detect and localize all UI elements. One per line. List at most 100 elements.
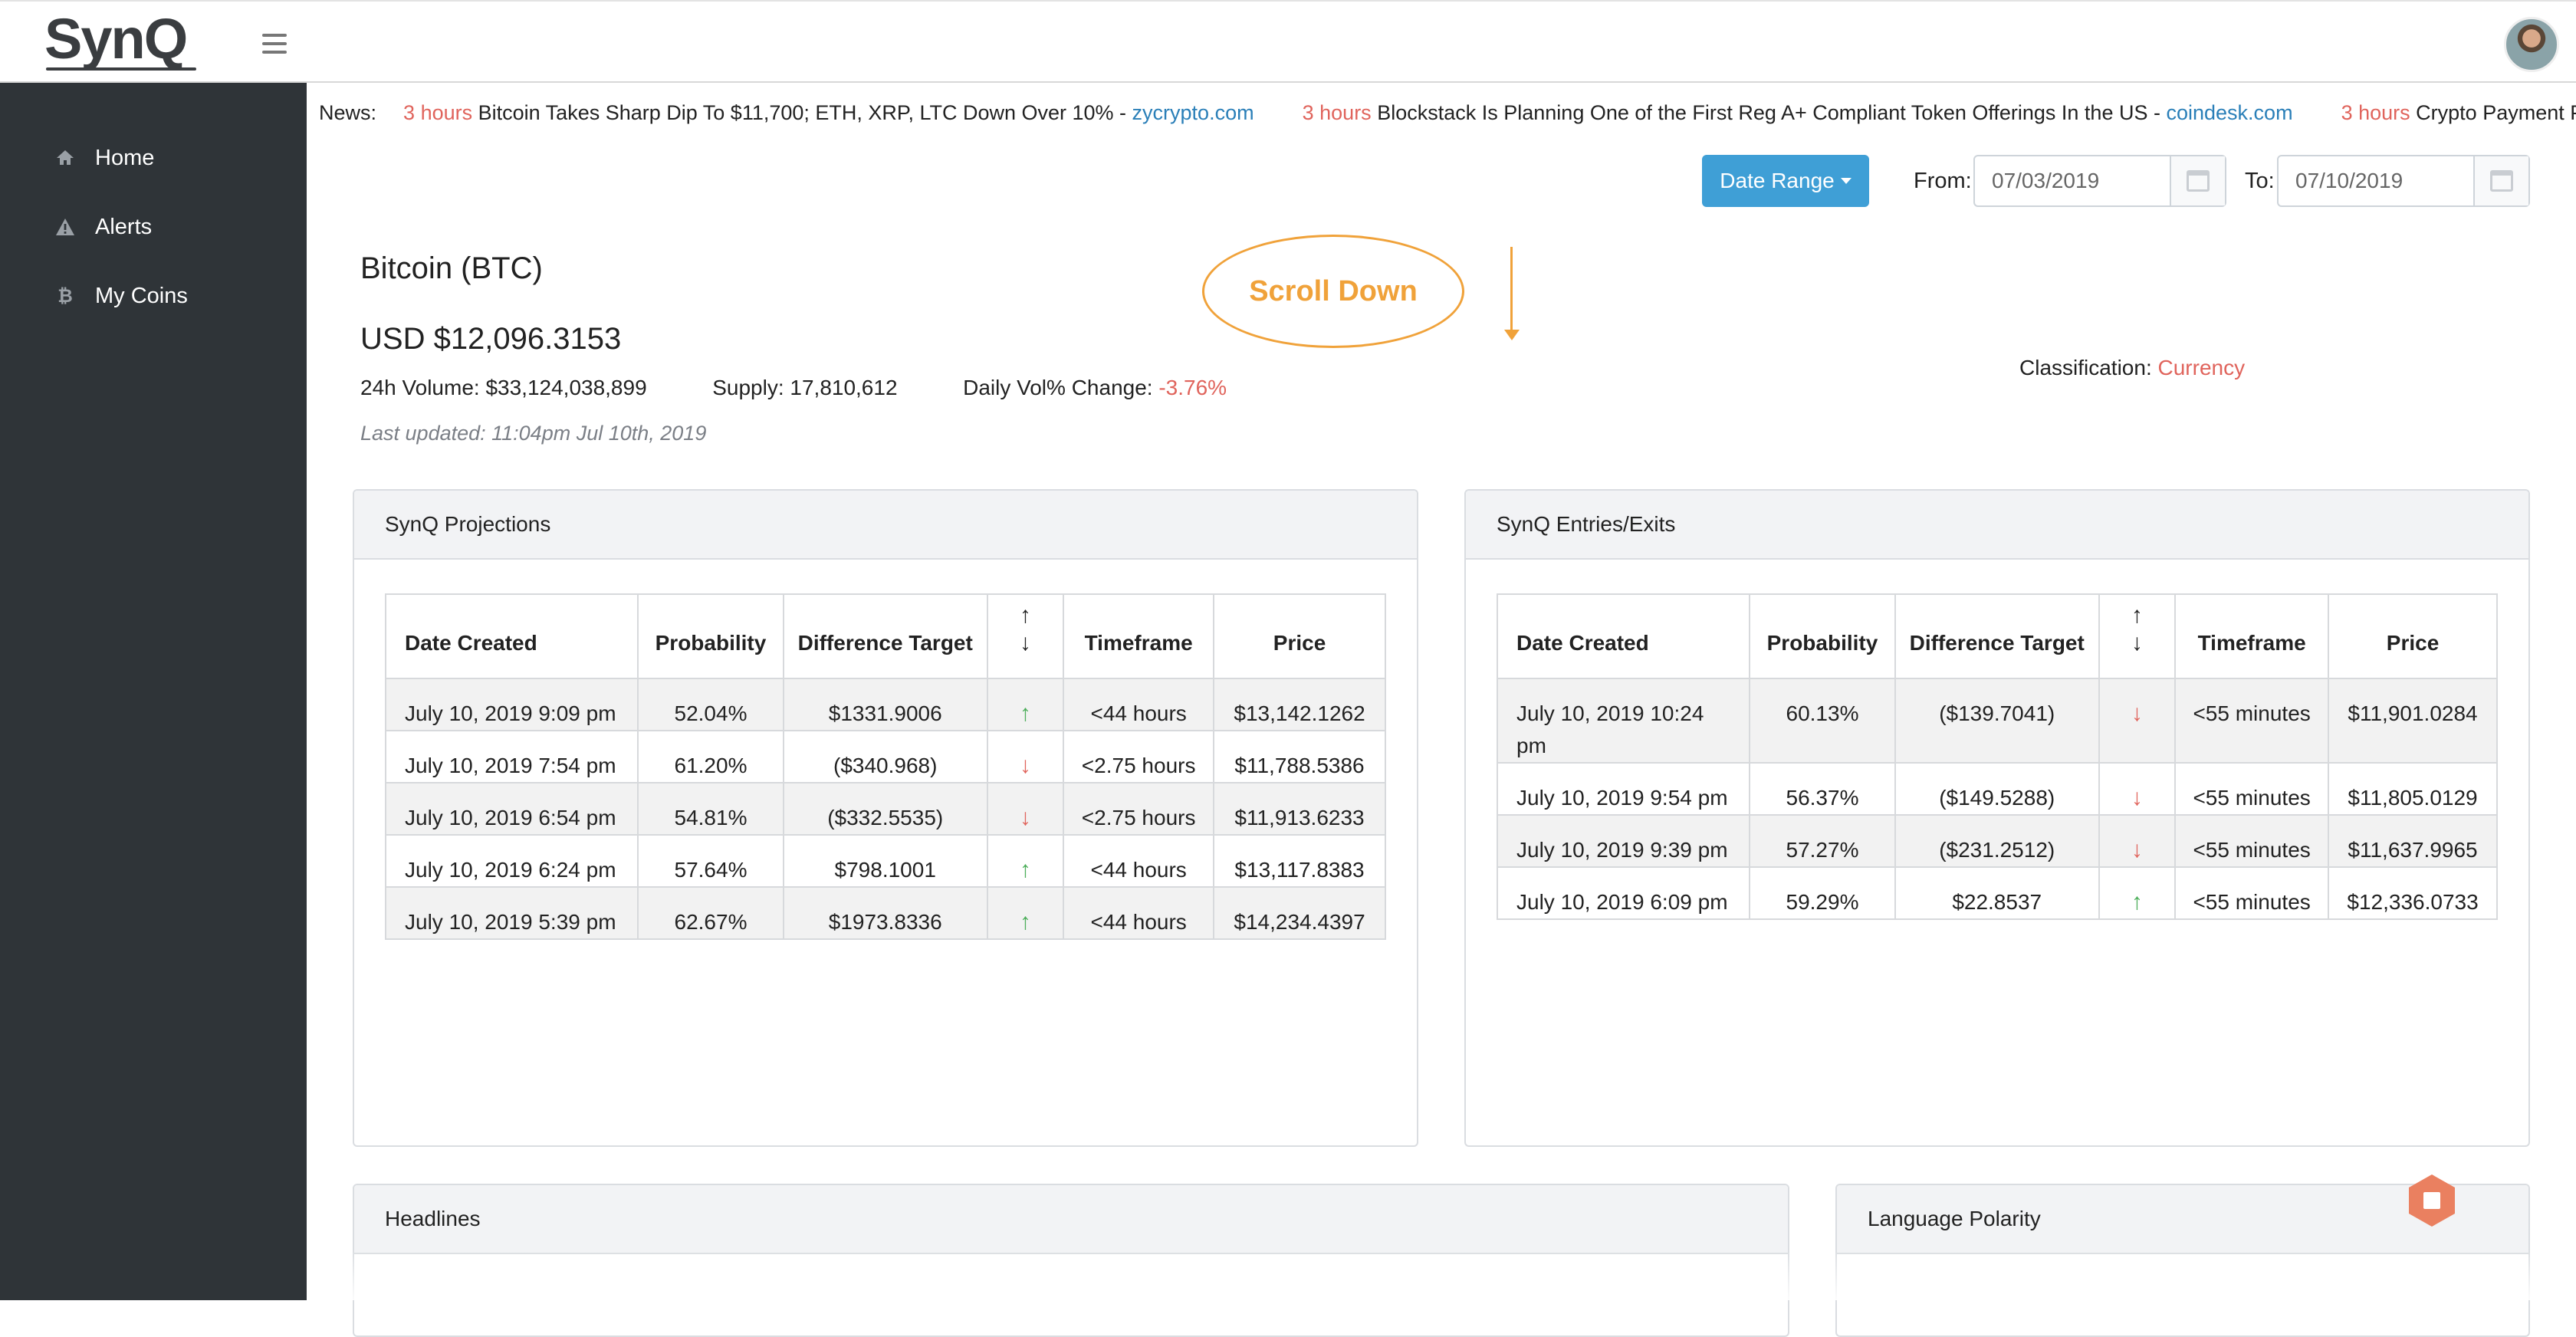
table-row[interactable]: July 10, 2019 6:09 pm 59.29% $22.8537 ↑ <55 … [1496,866,2498,920]
timeframe-cell: <55 minutes [2174,762,2330,816]
app-logo[interactable]: SynQ [44,7,188,71]
probability-cell: 52.04% [637,678,784,731]
sidebar-item-label: Alerts [95,215,153,239]
arrow-down-icon: ↓ [2131,701,2143,726]
column-header[interactable]: Date Created [384,593,639,679]
table-row[interactable]: July 10, 2019 9:09 pm 52.04% $1331.9006 ↑ <4… [384,678,1386,731]
date-cell: July 10, 2019 10:24 pm [1496,678,1751,764]
card-title: SynQ Projections [354,491,1417,560]
column-header[interactable]: Price [2328,593,2498,679]
date-range-button[interactable]: Date Range [1702,155,1869,207]
sidebar-item-alerts[interactable]: Alerts [55,215,152,240]
news-source-link[interactable]: coindesk.com [2166,101,2293,124]
column-header[interactable]: Date Created [1496,593,1751,679]
table-row[interactable]: July 10, 2019 6:24 pm 57.64% $798.1001 ↑ <44… [384,834,1386,888]
price-cell: $11,805.0129 [2328,762,2498,816]
column-header[interactable]: Price [1213,593,1386,679]
column-header[interactable]: Timeframe [1063,593,1215,679]
vol-change-value: -3.76% [1158,376,1227,399]
entries-table-scroll[interactable]: Date Created Probability Difference Targ… [1495,592,2501,1115]
news-title[interactable]: Bitcoin Takes Sharp Dip To $11,700; ETH,… [478,101,1127,124]
news-source-link[interactable]: zycrypto.com [1132,101,1254,124]
timeframe-cell: <55 minutes [2174,678,2330,764]
table-row[interactable]: July 10, 2019 5:39 pm 62.67% $1973.8336 ↑ <4… [384,886,1386,940]
difference-target-cell: ($332.5535) [782,782,988,836]
to-label: To: [2245,169,2275,193]
to-date-field[interactable]: 07/10/2019 [2277,155,2530,207]
logo-underline [46,67,196,71]
entries-table: Date Created Probability Difference Targ… [1496,593,2498,920]
arrow-up-icon: ↑ [1019,857,1031,882]
sidebar-item-home[interactable]: Home [55,146,154,171]
column-header[interactable]: Timeframe [2174,593,2330,679]
table-row[interactable]: July 10, 2019 9:54 pm 56.37% ($149.5288) ↓ <… [1496,762,2498,816]
timeframe-cell: <44 hours [1063,834,1215,888]
sort-arrows-icon: ↑ ↓ [1019,603,1031,655]
arrow-down-icon [1510,247,1513,337]
table-row[interactable]: July 10, 2019 7:54 pm 61.20% ($340.968) ↓ <2… [384,730,1386,783]
from-date-field[interactable]: 07/03/2019 [1973,155,2226,207]
probability-cell: 59.29% [1749,866,1896,920]
direction-cell: ↑ [986,678,1065,731]
volume-stat: 24h Volume: $33,124,038,899 [360,376,647,399]
arrow-down-icon: ↓ [2131,837,2143,862]
news-time: 3 hours [403,101,473,124]
probability-cell: 61.20% [637,730,784,783]
probability-cell: 57.27% [1749,814,1896,868]
projections-table-scroll[interactable]: Date Created Probability Difference Targ… [383,592,1389,1115]
column-header[interactable]: Difference Target [782,593,988,679]
direction-cell: ↓ [2098,762,2177,816]
classification: Classification: Currency [2019,356,2245,380]
news-title[interactable]: Crypto Payment Pl [2416,101,2576,124]
price-cell: $11,788.5386 [1213,730,1386,783]
table-row[interactable]: July 10, 2019 6:54 pm 54.81% ($332.5535) ↓ <… [384,782,1386,836]
avatar[interactable] [2504,17,2559,72]
news-time: 3 hours [2341,101,2410,124]
date-cell: July 10, 2019 5:39 pm [384,886,639,940]
arrow-down-icon: ↓ [1019,753,1031,778]
scroll-down-annotation: Scroll Down [1202,235,1464,348]
direction-cell: ↓ [2098,814,2177,868]
arrow-up-icon: ↑ [1019,909,1031,935]
direction-header[interactable]: ↑ ↓ [2098,593,2177,679]
sidebar-item-label: Home [95,146,155,170]
table-row[interactable]: July 10, 2019 10:24 pm 60.13% ($139.7041) ↓… [1496,678,2498,764]
table-row[interactable]: July 10, 2019 9:39 pm 57.27% ($231.2512) ↓ <… [1496,814,2498,868]
date-cell: July 10, 2019 9:39 pm [1496,814,1751,868]
sidebar-item-my-coins[interactable]: ₿ My Coins [55,284,188,309]
difference-target-cell: $798.1001 [782,834,988,888]
arrow-down-icon: ↓ [1019,805,1031,830]
difference-target-cell: ($149.5288) [1894,762,2100,816]
arrow-up-icon: ↑ [2131,889,2143,915]
calendar-icon[interactable] [2473,156,2528,205]
top-bar: SynQ [0,0,2576,83]
difference-target-cell: ($139.7041) [1894,678,2100,764]
probability-cell: 60.13% [1749,678,1896,764]
menu-icon[interactable] [262,34,287,55]
warning-icon [55,218,75,238]
timeframe-cell: <2.75 hours [1063,730,1215,783]
timeframe-cell: <55 minutes [2174,866,2330,920]
timeframe-cell: <44 hours [1063,678,1215,731]
price-cell: $11,913.6233 [1213,782,1386,836]
news-title[interactable]: Blockstack Is Planning One of the First … [1377,101,2160,124]
direction-header[interactable]: ↑ ↓ [986,593,1065,679]
arrow-up-icon: ↑ [1019,701,1031,726]
probability-cell: 62.67% [637,886,784,940]
calendar-icon[interactable] [2170,156,2225,205]
last-updated: Last updated: 11:04pm Jul 10th, 2019 [360,422,707,445]
sidebar: Home Alerts ₿ My Coins [0,83,307,1300]
column-header[interactable]: Probability [637,593,784,679]
difference-target-cell: $22.8537 [1894,866,2100,920]
date-range-label: Date Range [1720,169,1835,192]
date-cell: July 10, 2019 6:54 pm [384,782,639,836]
coin-price: USD $12,096.3153 [360,322,622,356]
classification-value[interactable]: Currency [2157,356,2246,379]
hexagon-icon [2409,1174,2455,1227]
news-label: News: [319,101,377,124]
arrow-down-icon: ↓ [2131,785,2143,810]
column-header[interactable]: Difference Target [1894,593,2100,679]
column-header[interactable]: Probability [1749,593,1896,679]
price-cell: $12,336.0733 [2328,866,2498,920]
floating-action-button[interactable] [2404,1173,2459,1228]
